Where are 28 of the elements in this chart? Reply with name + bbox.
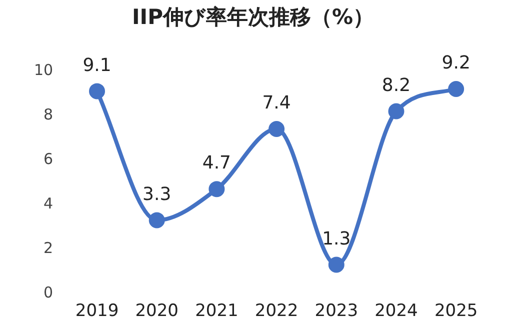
chart-title: IIP伸び率年次推移（%） — [132, 5, 374, 30]
data-label: 4.7 — [202, 152, 232, 174]
data-label: 8.2 — [382, 74, 411, 96]
y-tick-label: 8 — [44, 106, 54, 124]
data-label: 7.4 — [262, 92, 291, 114]
point — [148, 212, 165, 228]
point — [89, 83, 106, 100]
y-tick-label: 10 — [34, 61, 54, 80]
data-label: 1.3 — [322, 228, 351, 250]
point — [388, 103, 404, 120]
point — [208, 181, 225, 198]
data-label: 9.2 — [442, 52, 470, 74]
x-tick-label: 2022 — [254, 301, 298, 322]
y-tick-label: 2 — [44, 239, 54, 258]
y-tick-label: 4 — [44, 194, 54, 213]
point — [268, 121, 285, 138]
y-tick-label: 6 — [44, 150, 54, 168]
y-tick-label: 0 — [44, 283, 54, 302]
data-label: 3.3 — [142, 184, 172, 205]
point — [328, 256, 344, 273]
x-tick-label: 2024 — [374, 301, 418, 322]
x-tick-label: 2019 — [75, 301, 119, 322]
data-label: 9.1 — [82, 54, 112, 76]
x-tick-label: 2025 — [434, 301, 478, 322]
point — [448, 80, 464, 97]
x-tick-label: 2021 — [195, 301, 238, 322]
x-tick-label: 2023 — [314, 301, 358, 322]
x-tick-label: 2020 — [135, 301, 178, 322]
